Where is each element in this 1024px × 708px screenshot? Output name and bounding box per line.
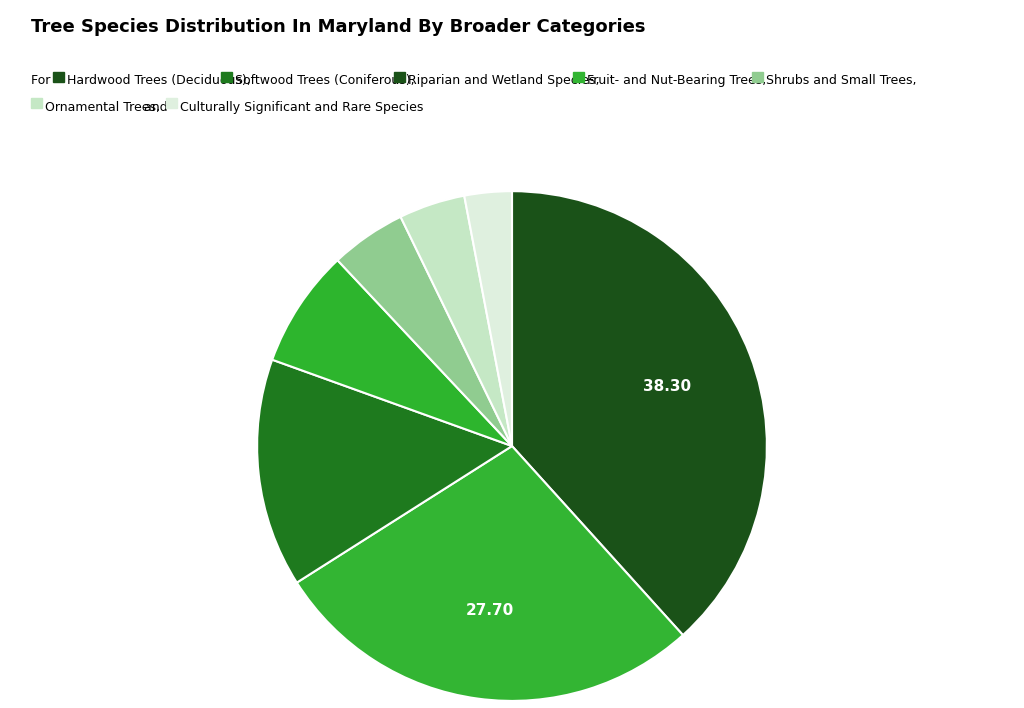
Text: For: For bbox=[31, 74, 54, 87]
Text: Riparian and Wetland Species,: Riparian and Wetland Species, bbox=[409, 74, 604, 87]
Text: Fruit- and Nut-Bearing Trees,: Fruit- and Nut-Bearing Trees, bbox=[587, 74, 770, 87]
Text: 27.70: 27.70 bbox=[466, 603, 514, 617]
Text: Hardwood Trees (Deciduous),: Hardwood Trees (Deciduous), bbox=[67, 74, 255, 87]
Wedge shape bbox=[464, 191, 512, 446]
Text: Ornamental Trees,: Ornamental Trees, bbox=[45, 101, 164, 113]
Text: Tree Species Distribution In Maryland By Broader Categories: Tree Species Distribution In Maryland By… bbox=[31, 18, 645, 35]
Wedge shape bbox=[297, 446, 683, 701]
Wedge shape bbox=[338, 217, 512, 446]
Wedge shape bbox=[400, 195, 512, 446]
Text: Shrubs and Small Trees,: Shrubs and Small Trees, bbox=[766, 74, 921, 87]
Text: 38.30: 38.30 bbox=[642, 379, 690, 394]
Wedge shape bbox=[257, 360, 512, 583]
Text: Culturally Significant and Rare Species: Culturally Significant and Rare Species bbox=[180, 101, 427, 113]
Text: and: and bbox=[143, 101, 171, 113]
Wedge shape bbox=[512, 191, 767, 635]
Wedge shape bbox=[272, 261, 512, 446]
Text: Softwood Trees (Coniferous),: Softwood Trees (Coniferous), bbox=[234, 74, 419, 87]
